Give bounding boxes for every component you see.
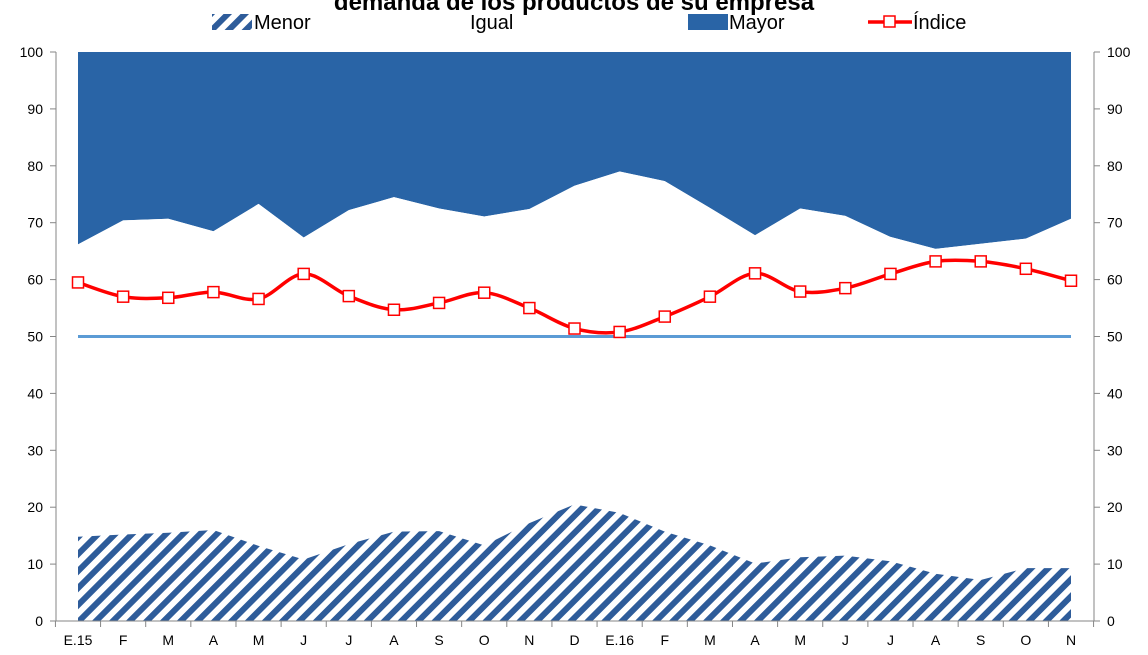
y-tick-label-left: 60	[27, 272, 43, 288]
indice-marker	[929, 255, 942, 268]
y-tick-label-left: 80	[27, 158, 43, 174]
y-tick-label-left: 70	[27, 215, 43, 231]
series-mayor-area	[78, 52, 1071, 249]
indice-marker	[703, 290, 717, 303]
x-tick-label: M	[704, 632, 716, 648]
x-tick-label: O	[479, 632, 490, 648]
x-tick-label: A	[209, 632, 219, 648]
indice-marker	[297, 267, 310, 281]
y-tick-label-left: 100	[20, 44, 44, 60]
x-tick-label: J	[842, 632, 849, 648]
x-tick-label: S	[434, 632, 443, 648]
indice-marker	[342, 289, 356, 303]
x-tick-label: F	[660, 632, 669, 648]
legend-menor-swatch	[212, 14, 252, 30]
x-tick-label: D	[569, 632, 579, 648]
y-tick-label-right: 70	[1107, 215, 1123, 231]
indice-marker	[162, 291, 175, 305]
indice-marker	[613, 325, 626, 339]
x-tick-label: J	[300, 632, 307, 648]
legend: Menor Igual Mayor Índice	[212, 11, 966, 34]
x-tick-label: M	[794, 632, 806, 648]
indice-marker	[116, 290, 130, 303]
indice-marker	[568, 322, 581, 335]
x-tick-label: F	[119, 632, 128, 648]
x-tick-label: M	[162, 632, 174, 648]
x-tick-label: A	[931, 632, 941, 648]
y-tick-label-left: 0	[35, 613, 43, 629]
indice-marker	[839, 281, 852, 295]
legend-igual-label: Igual	[470, 12, 513, 34]
y-tick-label-left: 50	[27, 329, 43, 345]
x-tick-label: O	[1020, 632, 1031, 648]
legend-mayor-label: Mayor	[729, 12, 785, 34]
x-tick-label: N	[524, 632, 534, 648]
chart-title: demanda de los productos de su empresa	[334, 0, 815, 16]
indice-marker	[974, 255, 987, 268]
indice-marker	[748, 267, 762, 280]
x-tick-label: A	[389, 632, 399, 648]
legend-mayor-swatch	[688, 14, 728, 30]
indice-marker	[1019, 262, 1033, 276]
y-tick-label-left: 30	[27, 442, 43, 458]
y-tick-label-right: 10	[1107, 556, 1123, 572]
indice-marker	[71, 276, 85, 289]
indice-marker	[658, 310, 672, 323]
x-tick-label: J	[887, 632, 894, 648]
indice-marker	[884, 267, 897, 281]
y-tick-label-left: 90	[27, 101, 43, 117]
y-tick-label-left: 20	[27, 499, 43, 515]
y-tick-label-right: 40	[1107, 385, 1123, 401]
y-tick-label-left: 40	[27, 385, 43, 401]
y-tick-label-right: 100	[1107, 44, 1131, 60]
legend-indice-label: Índice	[913, 11, 966, 34]
x-tick-label: J	[345, 632, 352, 648]
y-tick-label-right: 30	[1107, 442, 1123, 458]
indice-marker	[432, 296, 446, 310]
y-tick-label-right: 90	[1107, 101, 1123, 117]
x-tick-label: N	[1066, 632, 1076, 648]
y-tick-label-right: 60	[1107, 272, 1123, 288]
indice-marker	[387, 303, 401, 317]
chart-title-group: demanda de los productos de su empresa	[334, 0, 815, 16]
indice-marker	[477, 286, 491, 299]
x-tick-label: M	[253, 632, 265, 648]
legend-indice-marker	[883, 15, 896, 28]
series-igual-area	[78, 171, 1071, 581]
x-tick-label: E.16	[605, 632, 634, 648]
y-tick-label-right: 20	[1107, 499, 1123, 515]
y-tick-label-right: 0	[1107, 613, 1115, 629]
legend-menor-label: Menor	[254, 12, 311, 34]
series-menor-area	[78, 504, 1071, 621]
indice-marker	[1064, 274, 1078, 287]
x-tick-label: S	[976, 632, 985, 648]
y-tick-label-right: 50	[1107, 329, 1123, 345]
indice-marker	[523, 301, 536, 315]
x-tick-label: E.15	[64, 632, 93, 648]
y-tick-label-left: 10	[27, 556, 43, 572]
y-tick-label-right: 80	[1107, 158, 1123, 174]
x-tick-label: A	[750, 632, 760, 648]
indice-marker	[793, 285, 807, 298]
indice-marker	[252, 292, 265, 306]
indice-marker	[207, 285, 220, 299]
